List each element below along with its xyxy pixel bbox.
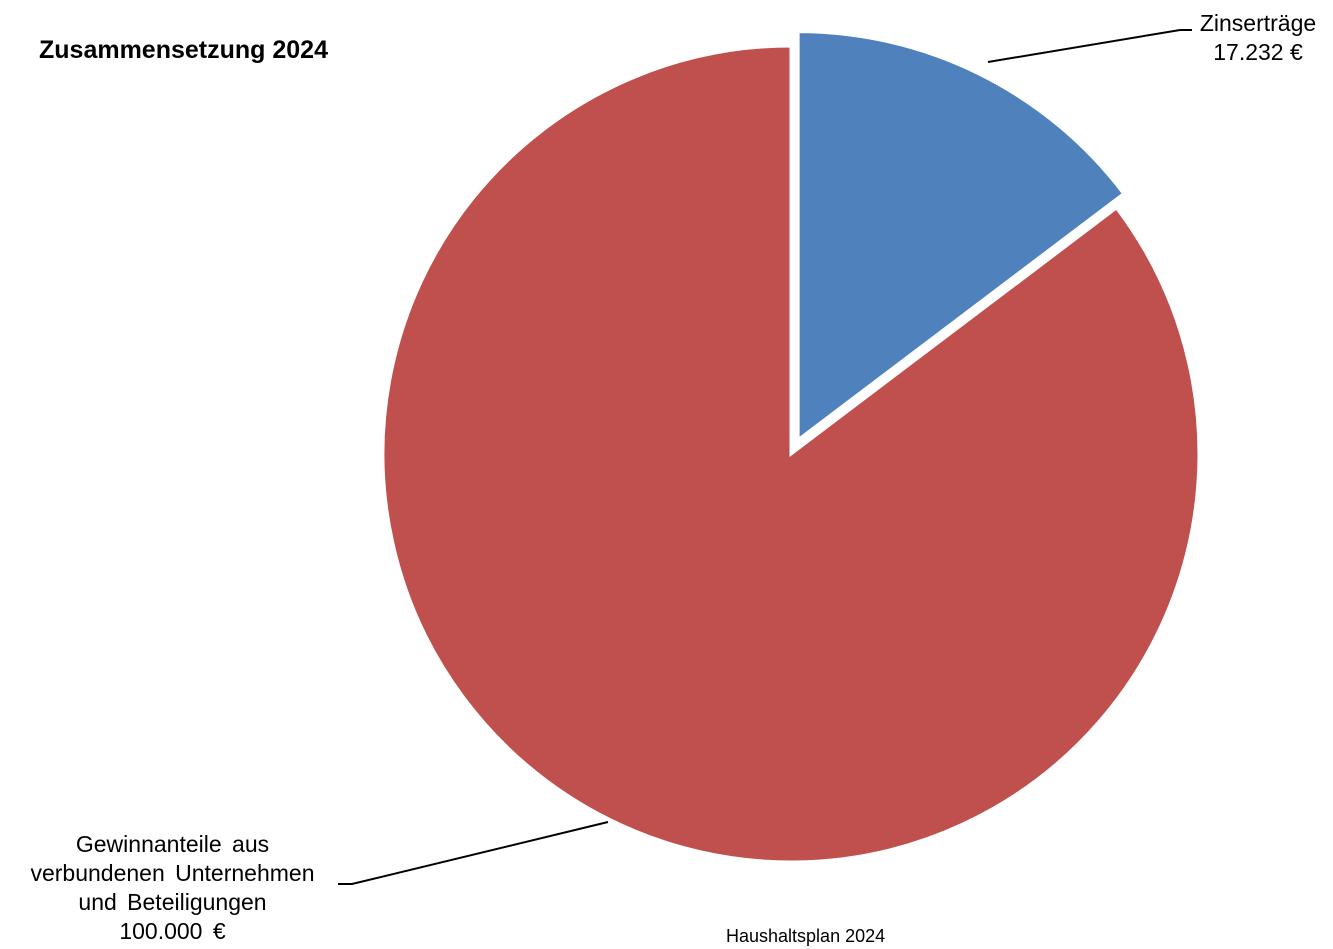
leader-lines (338, 29, 1192, 885)
leader-line-gewinnanteile (338, 821, 609, 885)
chart-title: Zusammensetzung 2024 (39, 36, 328, 64)
pie-slice-2 (381, 44, 1201, 864)
pie-slices (381, 30, 1201, 864)
pie-slice-1 (796, 30, 1126, 443)
slice-label-gewinnanteile-line-2: verbundenen Unternehmen (30, 860, 315, 886)
slice-label-gewinnanteile-line-3: und Beteiligungen (78, 889, 267, 915)
leader-line-zinsertraege (987, 29, 1192, 63)
slice-label-zinsertraege-name: Zinserträge (1199, 10, 1317, 36)
slice-label-gewinnanteile: Gewinnanteile aus verbundenen Unternehme… (0, 830, 345, 946)
slice-label-gewinnanteile-line-1: Gewinnanteile aus (75, 831, 270, 857)
slice-label-zinsertraege: Zinserträge 17.232 € (1193, 9, 1323, 67)
slice-label-zinsertraege-value: 17.232 € (1213, 39, 1303, 65)
slice-label-gewinnanteile-value: 100.000 € (119, 918, 226, 944)
chart-footer: Haushaltsplan 2024 (726, 926, 886, 946)
